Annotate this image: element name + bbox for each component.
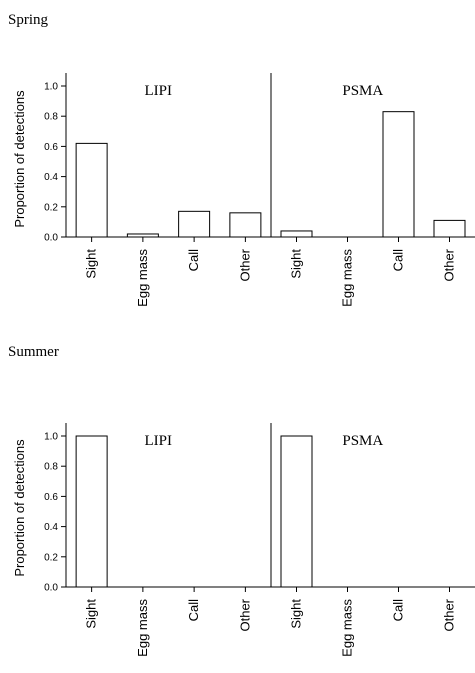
y-tick-label: 0.6 <box>44 492 58 503</box>
x-tick-label: Sight <box>84 249 99 279</box>
y-tick-label: 0.2 <box>44 552 58 563</box>
panel-label: LIPI <box>145 83 173 99</box>
x-tick-label: Egg mass <box>135 599 150 657</box>
bar <box>75 435 108 588</box>
x-tick-label: Call <box>391 249 406 272</box>
x-tick-label: Egg mass <box>340 599 355 657</box>
y-tick-label: 1.0 <box>44 432 58 443</box>
panel-label: PSMA <box>342 83 383 99</box>
x-tick-label: Egg mass <box>340 249 355 307</box>
x-tick-label: Sight <box>84 599 99 629</box>
bar <box>126 233 159 238</box>
x-tick-label: Sight <box>289 249 304 279</box>
bar <box>382 111 415 238</box>
y-tick-label: 0.0 <box>44 233 58 244</box>
y-tick-label: 0.8 <box>44 462 58 473</box>
y-axis-label: Proportion of detections <box>12 90 27 228</box>
x-tick-label: Sight <box>289 599 304 629</box>
bar <box>178 210 211 238</box>
bar <box>75 142 108 238</box>
x-tick-label: Other <box>442 248 457 281</box>
x-tick-label: Other <box>237 248 252 281</box>
y-tick-label: 0.6 <box>44 142 58 153</box>
x-tick-label: Call <box>186 249 201 272</box>
y-tick-label: 0.4 <box>44 172 58 183</box>
panel-label: PSMA <box>342 433 383 449</box>
bar <box>280 230 313 238</box>
panel-label: LIPI <box>145 433 173 449</box>
x-tick-label: Call <box>391 599 406 622</box>
y-tick-label: 0.0 <box>44 583 58 594</box>
x-tick-label: Egg mass <box>135 249 150 307</box>
chart-title: Summer <box>8 344 59 360</box>
bar <box>229 212 262 238</box>
x-tick-label: Call <box>186 599 201 622</box>
y-tick-label: 0.8 <box>44 112 58 123</box>
x-tick-label: Other <box>442 598 457 631</box>
y-tick-label: 1.0 <box>44 82 58 93</box>
bar <box>433 219 466 238</box>
chart-title: Spring <box>8 12 49 28</box>
y-axis-label: Proportion of detections <box>12 439 27 577</box>
y-tick-label: 0.4 <box>44 522 58 533</box>
bar <box>280 435 313 588</box>
y-tick-label: 0.2 <box>44 202 58 213</box>
x-tick-label: Other <box>237 598 252 631</box>
